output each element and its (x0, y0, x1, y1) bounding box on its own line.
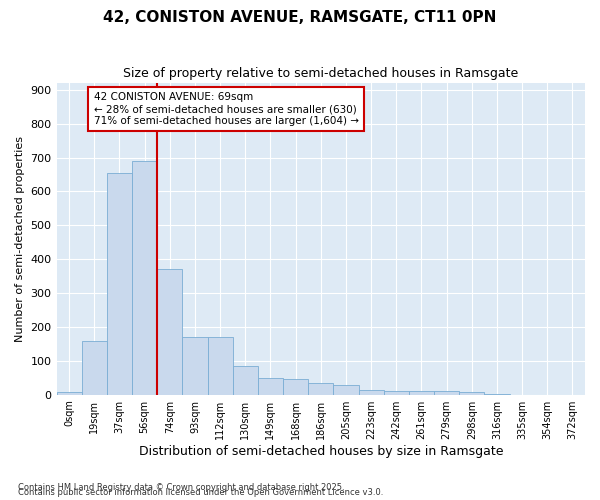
Bar (434, 392, 459, 394)
Text: Contains public sector information licensed under the Open Government Licence v3: Contains public sector information licen… (18, 488, 383, 497)
Bar (409, 392, 434, 394)
X-axis label: Distribution of semi-detached houses by size in Ramsgate: Distribution of semi-detached houses by … (139, 444, 503, 458)
Title: Size of property relative to semi-detached houses in Ramsgate: Size of property relative to semi-detach… (123, 68, 518, 80)
Bar (258, 378, 283, 394)
Text: 42 CONISTON AVENUE: 69sqm
← 28% of semi-detached houses are smaller (630)
71% of: 42 CONISTON AVENUE: 69sqm ← 28% of semi-… (94, 92, 359, 126)
Text: 42, CONISTON AVENUE, RAMSGATE, CT11 0PN: 42, CONISTON AVENUE, RAMSGATE, CT11 0PN (103, 10, 497, 25)
Bar (132, 161, 157, 394)
Bar (208, 337, 233, 394)
Bar (459, 392, 484, 394)
Bar (359, 390, 383, 394)
Bar (56, 392, 82, 394)
Text: Contains HM Land Registry data © Crown copyright and database right 2025.: Contains HM Land Registry data © Crown c… (18, 483, 344, 492)
Y-axis label: Number of semi-detached properties: Number of semi-detached properties (15, 136, 25, 342)
Bar (283, 380, 308, 394)
Bar (107, 173, 132, 394)
Bar (157, 270, 182, 394)
Bar (82, 340, 107, 394)
Bar (383, 390, 409, 394)
Bar (308, 383, 334, 394)
Bar (182, 337, 208, 394)
Bar (233, 366, 258, 394)
Bar (334, 384, 359, 394)
